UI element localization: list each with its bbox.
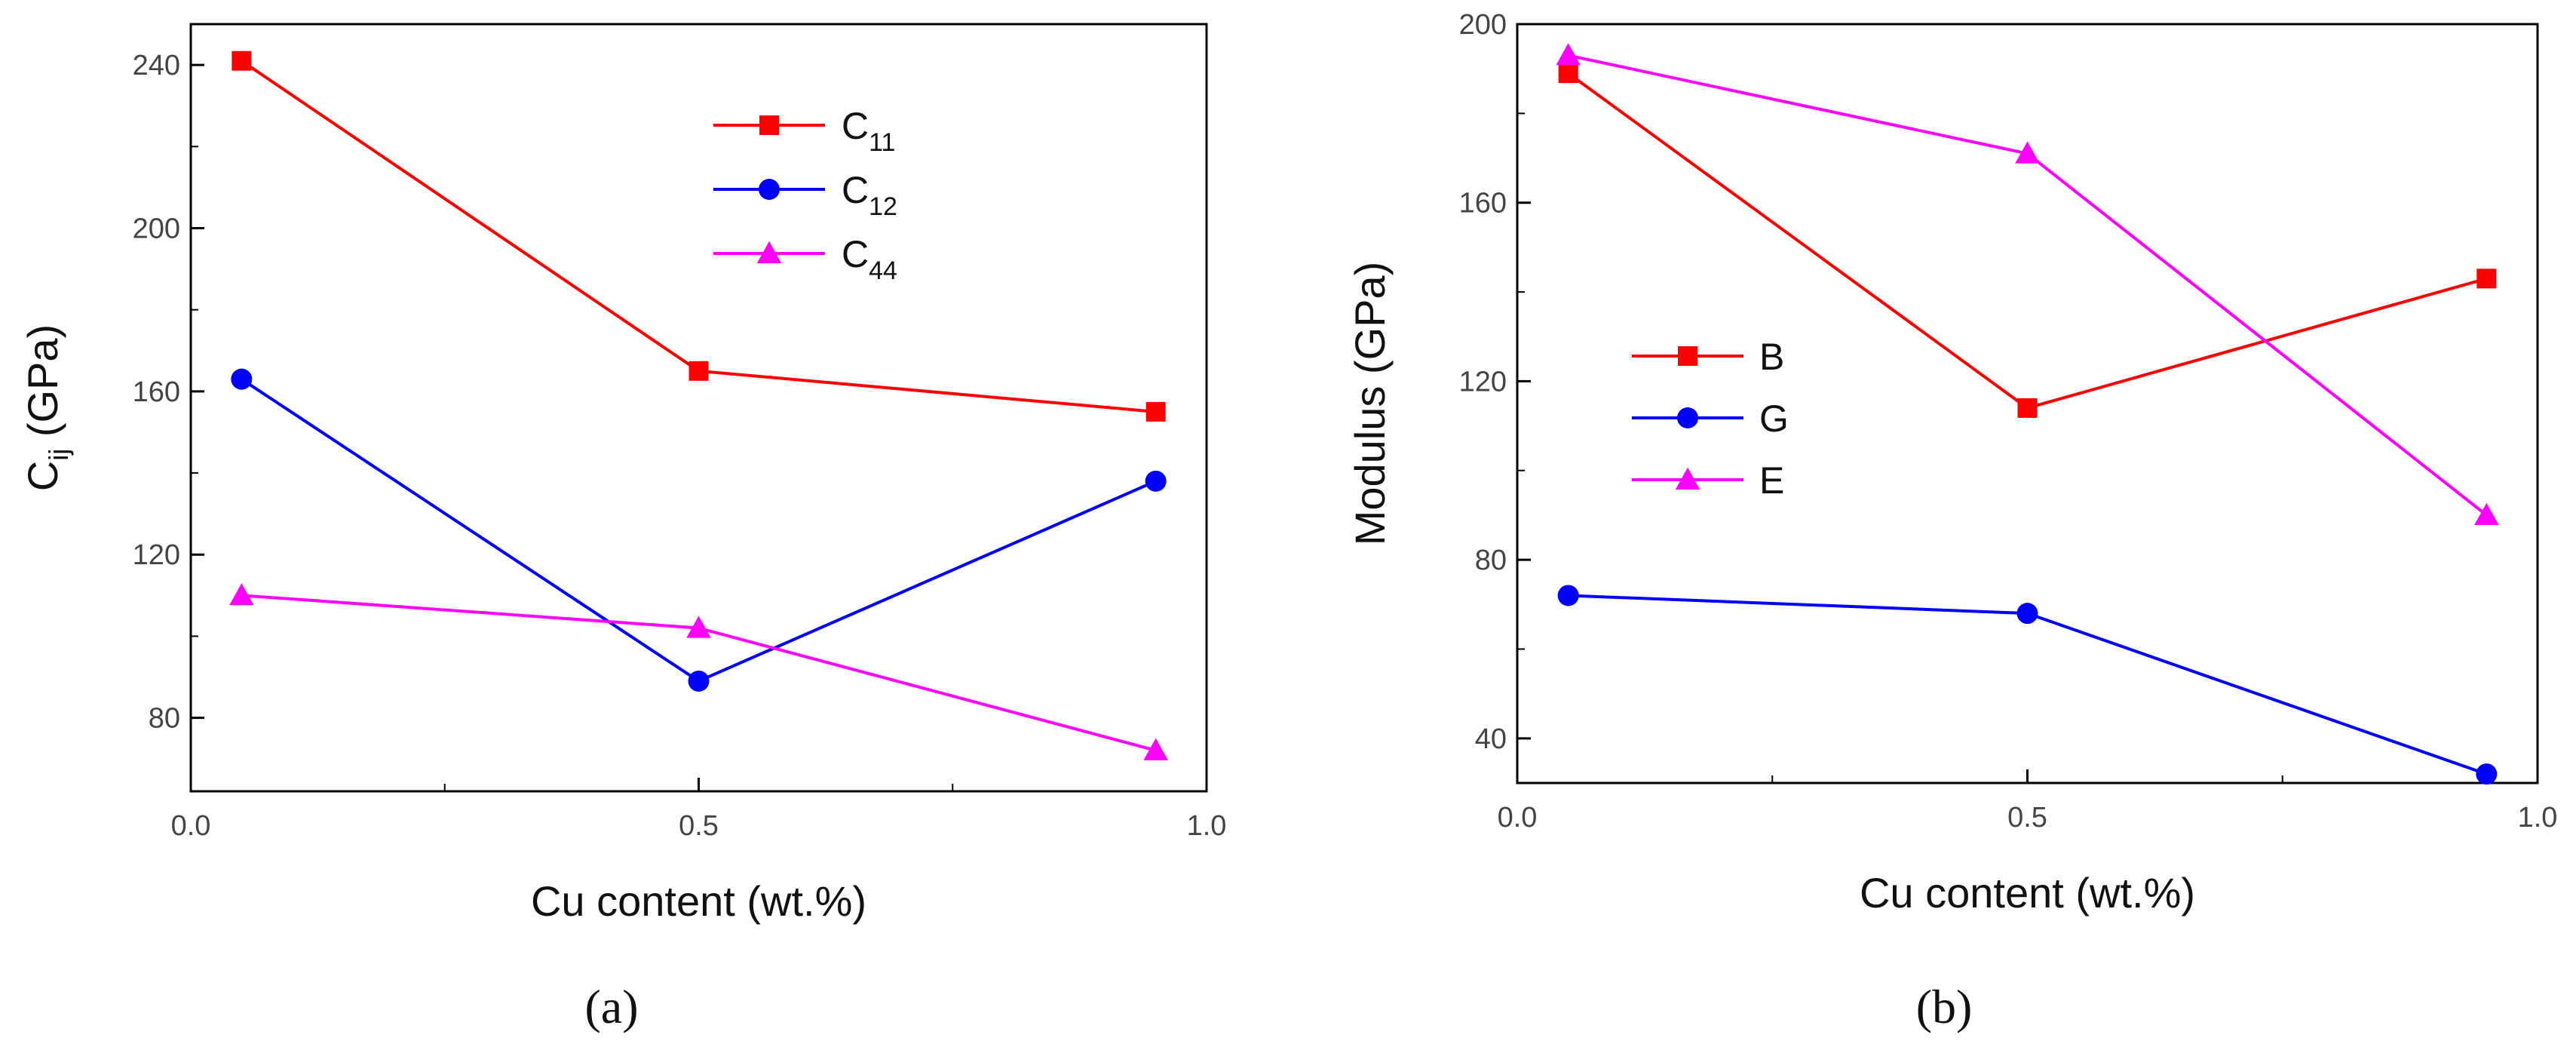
- legend-entry: E: [1632, 459, 1784, 502]
- data-point: [2016, 603, 2038, 625]
- data-point: [1143, 738, 1168, 760]
- data-point: [1145, 470, 1167, 492]
- legend-entry: B: [1632, 336, 1784, 378]
- y-tick-label: 120: [133, 539, 180, 571]
- legend-entry: C12: [713, 169, 897, 221]
- legend-entry: C44: [713, 233, 897, 285]
- data-point: [686, 616, 711, 638]
- data-point: [2015, 141, 2040, 164]
- series-c11: [232, 51, 1166, 422]
- y-tick-label: 160: [133, 376, 180, 408]
- chart-panel-b: 0.0 0.5 1.0 40 80 120 160 200 Cu content (wt.%) M…: [1346, 9, 2557, 1033]
- series-line: [1568, 54, 2488, 517]
- legend-label-name: C: [842, 105, 869, 147]
- data-point: [231, 368, 253, 390]
- legend-label-subscript: 12: [869, 192, 897, 221]
- y-axis-label-unit: (GPa): [19, 324, 66, 449]
- legend-label-name: G: [1759, 398, 1789, 440]
- series-c44: [229, 583, 1168, 760]
- panel-label: (a): [584, 980, 638, 1033]
- series-b: [1558, 63, 2497, 418]
- y-tick-label: 200: [1459, 9, 1507, 41]
- data-point: [2474, 502, 2499, 525]
- x-axis-label: Cu content (wt.%): [1860, 869, 2195, 917]
- y-axis-label-main: Modulus (GPa): [1346, 262, 1394, 546]
- x-tick-label: 1.0: [2518, 802, 2558, 834]
- legend-label-subscript: 44: [869, 256, 897, 285]
- data-point: [1557, 585, 1579, 606]
- data-point: [2476, 763, 2498, 785]
- y-tick-label: 80: [1475, 545, 1507, 576]
- x-tick-label: 0.0: [1498, 802, 1538, 834]
- legend-label: E: [1759, 459, 1784, 502]
- y-tick-label: 40: [1475, 723, 1507, 755]
- legend-label: G: [1759, 398, 1789, 440]
- data-point: [1558, 63, 1578, 84]
- y-axis-label: Cij (GPa): [19, 324, 74, 491]
- legend-label: C11: [842, 105, 895, 157]
- legend-label: C12: [842, 169, 897, 221]
- x-axis-label: Cu content (wt.%): [531, 877, 866, 925]
- x-tick-label: 1.0: [1187, 810, 1227, 842]
- legend-label: C44: [842, 233, 897, 285]
- series-line: [1567, 72, 2487, 410]
- legend-label-name: C: [842, 233, 869, 275]
- y-axis-label-subscript: ij: [43, 449, 74, 461]
- legend-marker: [1677, 407, 1698, 428]
- x-tick-label: 0.5: [679, 810, 719, 842]
- data-point: [2017, 398, 2038, 418]
- y-tick-label: 160: [1459, 188, 1507, 220]
- legend-label-name: B: [1759, 336, 1784, 378]
- legend-label-name: E: [1759, 459, 1784, 502]
- legend-entry: G: [1632, 398, 1789, 440]
- legend-marker: [1675, 467, 1700, 490]
- series-c12: [231, 368, 1167, 692]
- legend-marker: [756, 241, 782, 263]
- y-tick-label: 200: [133, 213, 180, 244]
- data-point: [688, 670, 710, 692]
- legend-marker: [759, 179, 780, 200]
- data-point: [1556, 43, 1581, 66]
- panel-label: (b): [1916, 980, 1973, 1033]
- data-point: [229, 583, 254, 606]
- y-tick-label: 240: [133, 50, 180, 81]
- data-point: [688, 361, 709, 381]
- legend-label-name: C: [842, 169, 869, 211]
- legend-marker: [1678, 346, 1697, 366]
- x-tick-label: 0.5: [2007, 802, 2047, 834]
- chart-panel-a: 0.0 0.5 1.0 80 120 160 200 240 Cu content (wt.%)…: [19, 23, 1227, 1033]
- legend-marker: [759, 115, 779, 135]
- data-point: [1145, 401, 1166, 422]
- legend-label: B: [1759, 336, 1784, 378]
- x-tick-label: 0.0: [171, 810, 211, 842]
- legend-entry: C11: [713, 105, 895, 157]
- data-point: [232, 51, 252, 71]
- y-axis-label: Modulus (GPa): [1346, 262, 1394, 546]
- y-tick-label: 120: [1459, 366, 1507, 398]
- y-tick-label: 80: [149, 703, 180, 735]
- series-g: [1557, 585, 2498, 785]
- data-point: [2476, 269, 2497, 289]
- series-e: [1556, 43, 2499, 525]
- y-axis-label-main: C: [19, 461, 66, 491]
- series-line: [241, 60, 1156, 413]
- legend-label-subscript: 11: [869, 128, 895, 157]
